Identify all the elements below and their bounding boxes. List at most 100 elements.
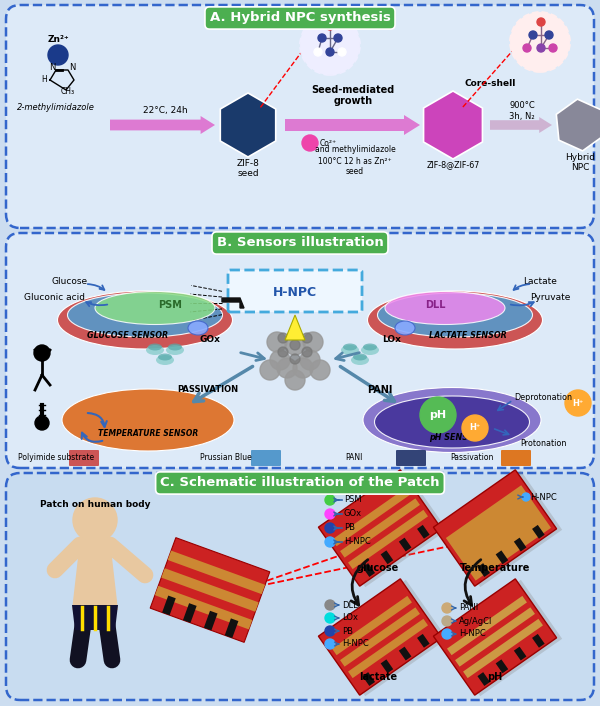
Text: Patch on human body: Patch on human body <box>40 500 150 509</box>
Circle shape <box>325 509 335 519</box>
Text: Temperature: Temperature <box>460 563 530 573</box>
Ellipse shape <box>67 293 223 337</box>
Text: TEMPERATURE SENSOR: TEMPERATURE SENSOR <box>98 429 198 438</box>
Circle shape <box>529 31 537 39</box>
Text: pH: pH <box>487 672 503 682</box>
Polygon shape <box>455 607 535 666</box>
Text: C. Schematic illustration of the Patch: C. Schematic illustration of the Patch <box>160 477 440 489</box>
Circle shape <box>325 613 335 623</box>
Circle shape <box>35 416 49 430</box>
Polygon shape <box>340 498 420 558</box>
Circle shape <box>462 415 488 441</box>
Circle shape <box>73 498 117 542</box>
Text: PSM: PSM <box>158 300 182 310</box>
Polygon shape <box>161 568 259 612</box>
Ellipse shape <box>351 355 369 365</box>
Ellipse shape <box>353 354 367 361</box>
Ellipse shape <box>158 354 172 361</box>
Circle shape <box>300 15 360 75</box>
Circle shape <box>537 18 545 26</box>
Circle shape <box>303 332 323 352</box>
Text: Polyimide substrate: Polyimide substrate <box>18 453 94 462</box>
Text: Co²⁺: Co²⁺ <box>320 138 337 148</box>
FancyBboxPatch shape <box>6 473 594 700</box>
Text: growth: growth <box>334 96 373 106</box>
Text: LOx: LOx <box>383 335 401 345</box>
Polygon shape <box>399 538 412 551</box>
Polygon shape <box>478 563 490 577</box>
Ellipse shape <box>168 344 182 350</box>
FancyBboxPatch shape <box>228 270 362 312</box>
Text: H⁺: H⁺ <box>572 398 584 407</box>
Text: H-NPC: H-NPC <box>530 493 557 501</box>
Circle shape <box>334 34 342 42</box>
Polygon shape <box>446 485 551 580</box>
Text: Passivation: Passivation <box>450 453 493 462</box>
Ellipse shape <box>363 388 541 453</box>
Polygon shape <box>447 596 527 655</box>
Polygon shape <box>225 618 238 638</box>
Text: N: N <box>49 64 55 73</box>
Text: H: H <box>41 76 47 85</box>
Circle shape <box>442 603 452 613</box>
Polygon shape <box>324 580 447 696</box>
Polygon shape <box>532 525 545 539</box>
Polygon shape <box>433 579 557 695</box>
Text: H-NPC: H-NPC <box>459 630 486 638</box>
Circle shape <box>325 537 335 547</box>
Text: Gluconic acid: Gluconic acid <box>25 294 86 302</box>
Circle shape <box>523 44 531 52</box>
Text: seed: seed <box>237 169 259 179</box>
Polygon shape <box>514 538 526 551</box>
Text: PB: PB <box>344 524 355 532</box>
Text: Zn²⁺: Zn²⁺ <box>47 35 69 44</box>
Text: CH₃: CH₃ <box>61 88 75 97</box>
Ellipse shape <box>361 345 379 355</box>
Text: 2-methylimidazole: 2-methylimidazole <box>17 102 95 112</box>
Polygon shape <box>222 298 244 308</box>
Polygon shape <box>110 116 215 134</box>
Text: lactate: lactate <box>359 672 397 682</box>
Text: H-NPC: H-NPC <box>273 287 317 299</box>
Text: PASSIVATION: PASSIVATION <box>178 385 239 395</box>
Text: ZIF-8@ZIF-67: ZIF-8@ZIF-67 <box>427 160 479 169</box>
Circle shape <box>318 34 326 42</box>
Polygon shape <box>168 551 265 594</box>
Text: LACTATE SENSOR: LACTATE SENSOR <box>429 330 507 340</box>
Polygon shape <box>348 510 428 569</box>
Text: Seed-mediated: Seed-mediated <box>311 85 395 95</box>
Polygon shape <box>340 607 420 666</box>
Text: Ag/AgCl: Ag/AgCl <box>459 616 493 626</box>
Circle shape <box>300 350 320 370</box>
Text: A. Hybrid NPC synthesis: A. Hybrid NPC synthesis <box>209 11 391 25</box>
Circle shape <box>290 354 300 364</box>
Polygon shape <box>439 471 562 587</box>
Text: pH: pH <box>430 410 446 420</box>
Polygon shape <box>478 672 490 686</box>
FancyBboxPatch shape <box>6 5 594 228</box>
Circle shape <box>420 397 456 433</box>
Polygon shape <box>556 99 600 151</box>
Text: B. Sensors illustration: B. Sensors illustration <box>217 237 383 249</box>
Polygon shape <box>362 563 375 577</box>
Text: Prussian Blue: Prussian Blue <box>200 453 252 462</box>
Circle shape <box>310 360 330 380</box>
Circle shape <box>277 358 297 378</box>
Circle shape <box>537 44 545 52</box>
Circle shape <box>278 347 288 357</box>
Circle shape <box>34 345 50 361</box>
Text: PANI: PANI <box>345 453 362 462</box>
Polygon shape <box>362 672 375 686</box>
Ellipse shape <box>188 321 208 335</box>
FancyBboxPatch shape <box>501 450 531 466</box>
Circle shape <box>325 600 335 610</box>
Text: NPC: NPC <box>571 164 589 172</box>
FancyBboxPatch shape <box>6 233 594 468</box>
Ellipse shape <box>146 345 164 355</box>
Text: N: N <box>69 64 75 73</box>
Polygon shape <box>399 647 412 661</box>
Polygon shape <box>439 580 562 696</box>
Polygon shape <box>433 469 557 586</box>
Circle shape <box>325 523 335 533</box>
Circle shape <box>442 616 452 626</box>
